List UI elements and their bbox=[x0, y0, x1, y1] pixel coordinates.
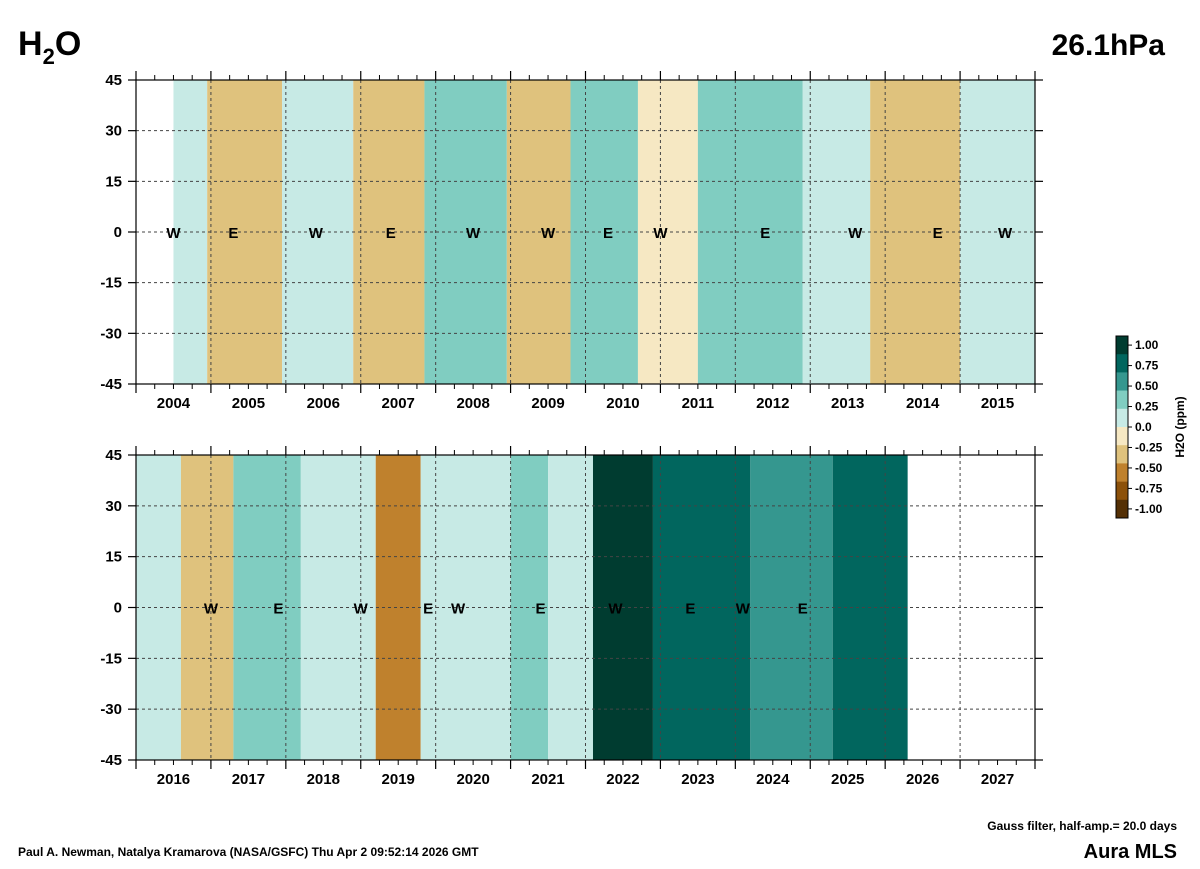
bottom-ytick-label-4: -15 bbox=[100, 650, 122, 667]
bottom-xtick-label-2017: 2017 bbox=[232, 771, 265, 788]
top-qbo-marker-2: W bbox=[309, 225, 324, 242]
colorbar-tick-label-2: 0.50 bbox=[1135, 379, 1159, 393]
bottom-xtick-label-2025: 2025 bbox=[831, 771, 864, 788]
bottom-xtick-label-2026: 2026 bbox=[906, 771, 939, 788]
top-ytick-label-4: -15 bbox=[100, 275, 122, 292]
species-title: H2O bbox=[18, 25, 81, 69]
bottom-panel: 2016 2017 2018 2019 2020 2021 2022 2023 2024 2025… bbox=[100, 446, 1043, 788]
top-qbo-marker-10: E bbox=[933, 225, 943, 242]
bottom-qbo-marker-9: E bbox=[798, 601, 808, 618]
bottom-xtick-label-2020: 2020 bbox=[456, 771, 489, 788]
top-ytick-label-2: 15 bbox=[105, 173, 122, 190]
colorbar-swatch-7 bbox=[1116, 463, 1128, 482]
top-qbo-marker-4: W bbox=[466, 225, 481, 242]
colorbar-label: H2O (ppm) bbox=[1173, 396, 1187, 457]
colorbar-swatch-1 bbox=[1116, 354, 1128, 373]
filter-note: Gauss filter, half-amp.= 20.0 days bbox=[987, 819, 1177, 833]
top-xtick-label-2013: 2013 bbox=[831, 395, 864, 412]
bottom-ytick-label-3: 0 bbox=[114, 600, 122, 617]
bottom-qbo-marker-5: E bbox=[536, 601, 546, 618]
colorbar-swatch-8 bbox=[1116, 481, 1128, 501]
bottom-anomaly-band-1 bbox=[180, 455, 234, 760]
top-qbo-marker-9: W bbox=[848, 225, 863, 242]
bottom-ytick-label-2: 15 bbox=[105, 549, 122, 566]
top-xtick-label-2015: 2015 bbox=[981, 395, 1014, 412]
top-xtick-label-2005: 2005 bbox=[232, 395, 265, 412]
colorbar-tick-label-3: 0.25 bbox=[1135, 400, 1159, 414]
colorbar-swatch-6 bbox=[1116, 445, 1128, 464]
bottom-qbo-marker-6: W bbox=[608, 601, 623, 618]
top-ytick-label-0: 45 bbox=[105, 72, 122, 89]
top-panel: 2004 2005 2006 2007 2008 2009 2010 2011 2012 2013… bbox=[100, 71, 1043, 412]
top-xtick-label-2007: 2007 bbox=[382, 395, 415, 412]
colorbar-tick-label-8: -1.00 bbox=[1135, 502, 1163, 516]
top-ytick-label-3: 0 bbox=[114, 224, 122, 241]
colorbar-tick-label-1: 0.75 bbox=[1135, 359, 1159, 373]
top-ytick-label-5: -30 bbox=[100, 325, 122, 342]
top-qbo-marker-1: E bbox=[228, 225, 238, 242]
bottom-qbo-marker-8: W bbox=[736, 601, 751, 618]
colorbar: 1.00 0.75 0.50 0.25 0.0 -0.25 -0.50 -0.75 -1.00 H… bbox=[1115, 335, 1187, 519]
top-xtick-label-2012: 2012 bbox=[756, 395, 789, 412]
colorbar-tick-label-7: -0.75 bbox=[1135, 481, 1163, 495]
top-xtick-label-2004: 2004 bbox=[157, 395, 191, 412]
colorbar-tick-label-5: -0.25 bbox=[1135, 440, 1163, 454]
bottom-anomaly-band-2 bbox=[233, 455, 301, 760]
colorbar-swatch-9 bbox=[1116, 499, 1128, 519]
top-xtick-label-2010: 2010 bbox=[606, 395, 639, 412]
bottom-qbo-marker-7: E bbox=[685, 601, 695, 618]
top-qbo-marker-6: E bbox=[603, 225, 613, 242]
colorbar-swatch-5 bbox=[1116, 427, 1128, 446]
bottom-qbo-marker-0: W bbox=[204, 601, 219, 618]
top-qbo-marker-3: E bbox=[386, 225, 396, 242]
top-ytick-label-6: -45 bbox=[100, 376, 122, 393]
bottom-qbo-marker-2: W bbox=[354, 601, 369, 618]
colorbar-tick-label-0: 1.00 bbox=[1135, 338, 1159, 352]
bottom-qbo-marker-3: E bbox=[423, 601, 433, 618]
top-qbo-marker-0: W bbox=[166, 225, 181, 242]
colorbar-swatch-3 bbox=[1116, 390, 1128, 410]
top-qbo-marker-8: E bbox=[760, 225, 770, 242]
bottom-xtick-label-2022: 2022 bbox=[606, 771, 639, 788]
bottom-ytick-label-1: 30 bbox=[105, 498, 122, 515]
bottom-qbo-marker-1: E bbox=[273, 601, 283, 618]
pressure-level-title: 26.1hPa bbox=[1052, 29, 1166, 62]
bottom-ytick-label-0: 45 bbox=[105, 447, 122, 464]
top-xtick-label-2009: 2009 bbox=[531, 395, 564, 412]
bottom-xtick-label-2024: 2024 bbox=[756, 771, 790, 788]
top-xtick-label-2006: 2006 bbox=[307, 395, 340, 412]
top-xtick-label-2014: 2014 bbox=[906, 395, 940, 412]
bottom-anomaly-band-3 bbox=[300, 455, 376, 760]
bottom-xtick-label-2021: 2021 bbox=[531, 771, 564, 788]
instrument-label: Aura MLS bbox=[1084, 841, 1177, 863]
bottom-ytick-label-6: -45 bbox=[100, 752, 122, 769]
bottom-xtick-label-2027: 2027 bbox=[981, 771, 1014, 788]
top-ytick-label-1: 30 bbox=[105, 123, 122, 140]
bottom-xtick-label-2016: 2016 bbox=[157, 771, 190, 788]
top-xtick-label-2011: 2011 bbox=[682, 395, 715, 412]
colorbar-swatch-0 bbox=[1116, 336, 1128, 355]
credit-text: Paul A. Newman, Natalya Kramarova (NASA/… bbox=[18, 845, 479, 859]
top-qbo-marker-11: W bbox=[998, 225, 1013, 242]
colorbar-tick-label-6: -0.50 bbox=[1135, 461, 1163, 475]
bottom-ytick-label-5: -30 bbox=[100, 701, 122, 718]
top-xtick-label-2008: 2008 bbox=[456, 395, 489, 412]
bottom-qbo-marker-4: W bbox=[451, 601, 466, 618]
colorbar-swatch-4 bbox=[1116, 408, 1128, 428]
top-qbo-marker-7: W bbox=[653, 225, 668, 242]
bottom-xtick-label-2019: 2019 bbox=[382, 771, 415, 788]
colorbar-swatch-2 bbox=[1116, 372, 1128, 391]
colorbar-tick-label-4: 0.0 bbox=[1135, 420, 1152, 434]
bottom-xtick-label-2023: 2023 bbox=[681, 771, 714, 788]
bottom-xtick-label-2018: 2018 bbox=[307, 771, 340, 788]
top-qbo-marker-5: W bbox=[541, 225, 556, 242]
